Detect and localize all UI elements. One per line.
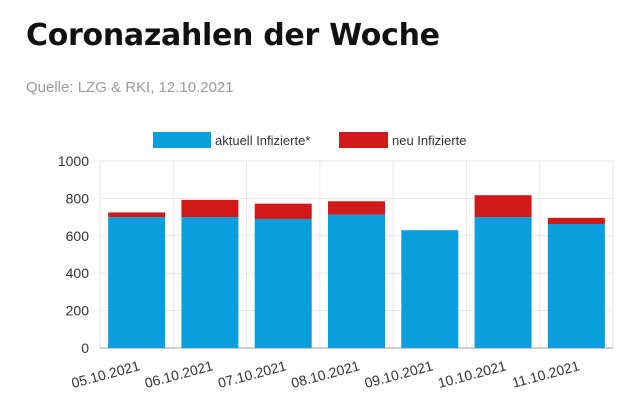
x-tick-label: 09.10.2021 [363,357,435,391]
bar-aktuell-infizierte [474,217,532,348]
y-axis: 0 200 400 600 800 1000 [58,153,89,356]
bar-aktuell-infizierte [401,230,459,348]
bar-neu-infizierte [547,217,605,225]
legend-swatch [339,132,388,148]
legend-label: aktuell Infizierte* [215,133,310,148]
stacked-bar-chart: aktuell Infizierte* neu Infizierte 0 200 40… [58,132,614,391]
x-tick-label: 07.10.2021 [216,357,288,391]
x-tick-label: 10.10.2021 [436,357,508,391]
bars [108,195,605,348]
y-tick-label: 800 [66,190,90,206]
bar-aktuell-infizierte [547,224,605,348]
bar-neu-infizierte [254,203,312,219]
chart-legend: aktuell Infizierte* neu Infizierte [153,132,466,148]
x-tick-label: 05.10.2021 [70,357,142,391]
legend-item-aktuell-infizierte: aktuell Infizierte* [153,132,310,148]
bar-neu-infizierte [108,212,166,218]
legend-item-neu-infizierte: neu Infizierte [339,132,466,148]
x-tick-label: 08.10.2021 [289,357,361,391]
chart-source: Quelle: LZG & RKI, 12.10.2021 [26,79,234,96]
y-tick-label: 1000 [58,153,89,169]
bar-aktuell-infizierte [108,217,166,348]
bar-aktuell-infizierte [254,218,312,348]
x-axis: 05.10.2021 06.10.2021 07.10.2021 08.10.2021… [70,357,582,391]
bar-neu-infizierte [181,199,239,218]
bar-aktuell-infizierte [181,217,239,348]
y-tick-label: 0 [81,340,89,356]
legend-label: neu Infizierte [392,133,466,148]
x-tick-label: 11.10.2021 [510,357,581,390]
bar-neu-infizierte [328,201,385,215]
y-tick-label: 200 [66,303,90,319]
legend-swatch [153,132,211,148]
bar-aktuell-infizierte [328,214,385,348]
y-tick-label: 400 [66,265,90,281]
bar-neu-infizierte [474,195,532,218]
y-tick-label: 600 [66,228,90,244]
x-tick-label: 06.10.2021 [143,357,215,391]
chart-title: Coronazahlen der Woche [26,18,440,53]
